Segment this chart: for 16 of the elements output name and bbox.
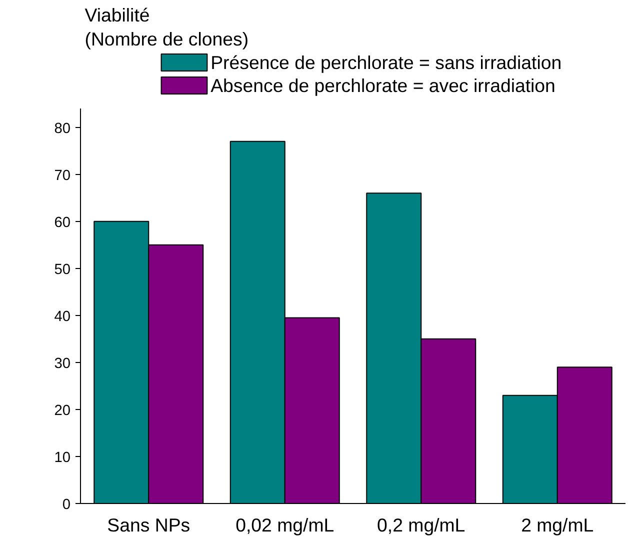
y-tick-label: 20 (54, 402, 71, 419)
y-tick-label: 30 (54, 356, 71, 372)
x-tick-label: 0,02 mg/mL (236, 514, 334, 536)
y-tick-label: 50 (54, 262, 71, 278)
y-tick-label: 70 (54, 168, 71, 184)
legend-label: Présence de perchlorate = sans irradiation (210, 52, 562, 73)
y-tick-label: 0 (62, 497, 71, 513)
y-tick-label: 40 (54, 308, 71, 325)
x-tick-label: 0,2 mg/mL (377, 514, 466, 536)
y-tick-label: 10 (54, 450, 71, 466)
x-tick-label: 2 mg/mL (521, 514, 594, 536)
x-tick-label: Sans NPs (107, 514, 190, 536)
legend-label: Absence de perchlorate = avec irradiation (210, 75, 556, 96)
y-axis-title: Viabilité (Nombre de clones) (84, 4, 249, 50)
y-tick-label: 60 (54, 214, 71, 231)
y-tick-label: 80 (54, 120, 71, 137)
